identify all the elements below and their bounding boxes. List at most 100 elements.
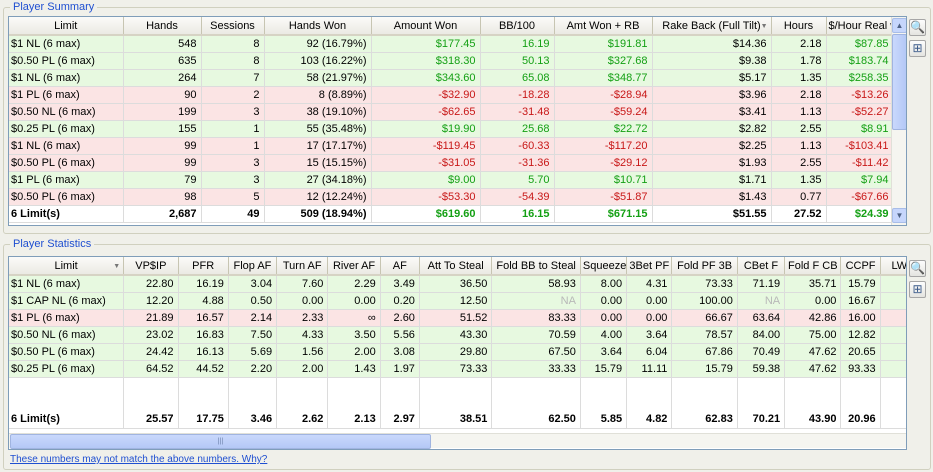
scroll-up-arrow-icon[interactable]: ▲ — [892, 18, 906, 33]
total-cell: 16.15 — [480, 205, 555, 223]
table-row[interactable]: $0.50 NL (6 max) 199 3 38 (19.10%) -$62.65 -3… — [9, 103, 894, 121]
column-header-label: Squeeze PF — [582, 259, 627, 272]
column-header[interactable]: PFR — [178, 257, 229, 276]
stat-cell: 3 — [201, 171, 265, 189]
stat-cell: $177.45 — [371, 35, 481, 53]
limit-cell: $0.50 NL (6 max) — [9, 326, 125, 344]
column-header[interactable]: Att To Steal — [419, 257, 493, 276]
zoom-search-icon[interactable]: 🔍 — [909, 19, 926, 36]
column-header[interactable]: Limit — [9, 17, 124, 36]
total-cell: 3 — [880, 411, 906, 429]
statistics-horizontal-scrollbar[interactable]: ||| — [9, 433, 906, 449]
stat-cell: 58.93 — [491, 275, 581, 293]
stat-cell: 1.35 — [771, 69, 827, 87]
player-statistics-grid[interactable]: Limit ▼ VP$IP PFR Flop AF Turn AF River AF AF At… — [8, 256, 907, 450]
stat-cell: $258.35 — [826, 69, 894, 87]
player-summary-grid[interactable]: Limit Hands Sessions Hands Won Amount Won BB/… — [8, 16, 907, 226]
stat-cell: -$13.26 — [826, 86, 894, 104]
table-row[interactable]: $1 NL (6 max) 22.80 16.19 3.04 7.60 2.29 3.49 3… — [9, 275, 906, 293]
column-header[interactable]: Hands — [123, 17, 202, 36]
column-header[interactable]: Fold PF 3B — [671, 257, 738, 276]
column-header[interactable]: Fold BB to Steal — [491, 257, 581, 276]
scroll-down-arrow-icon[interactable]: ▼ — [892, 208, 906, 223]
column-header[interactable]: CBet F — [737, 257, 786, 276]
stat-cell: 78.57 — [671, 326, 738, 344]
table-row[interactable]: $1 NL (6 max) 99 1 17 (17.17%) -$119.45 -60.3… — [9, 137, 894, 155]
column-header[interactable]: LW — [880, 257, 906, 276]
table-row[interactable]: $0.50 PL (6 max) 24.42 16.13 5.69 1.56 2.00 3.… — [9, 343, 906, 361]
column-header[interactable]: Flop AF — [228, 257, 278, 276]
stat-cell: 8.00 — [580, 275, 628, 293]
table-row[interactable]: $1 NL (6 max) 548 8 92 (16.79%) $177.45 16.19… — [9, 35, 894, 53]
column-header[interactable]: Amt Won + RB — [554, 17, 653, 36]
summary-scroll-thumb[interactable] — [892, 34, 906, 130]
stat-cell: 98 — [123, 188, 202, 206]
column-header-label: Limit — [54, 19, 78, 32]
table-row[interactable]: $0.50 PL (6 max) 635 8 103 (16.22%) $318.30 5… — [9, 52, 894, 70]
table-row[interactable]: $1 CAP NL (6 max) 12.20 4.88 0.50 0.00 0.00 0.… — [9, 292, 906, 310]
column-header[interactable]: Amount Won — [371, 17, 481, 36]
table-row[interactable]: $1 PL (6 max) 21.89 16.57 2.14 2.33 ∞ 2.60 51.5… — [9, 309, 906, 327]
table-row[interactable]: $1 PL (6 max) 79 3 27 (34.18%) $9.00 5.70 $10.… — [9, 171, 894, 189]
expand-grid-icon[interactable]: ⊞ — [909, 281, 926, 298]
player-summary-panel: Player Summary — [3, 1, 931, 234]
stat-cell: 66.67 — [671, 309, 738, 327]
table-row[interactable]: $1 NL (6 max) 264 7 58 (21.97%) $343.60 65.08… — [9, 69, 894, 87]
column-header-label: VP$IP — [135, 259, 167, 272]
stat-cell: 0.20 — [380, 292, 420, 310]
stat-cell: 79 — [123, 171, 202, 189]
stat-cell: 2.18 — [771, 86, 827, 104]
numbers-mismatch-why-link[interactable]: These numbers may not match the above nu… — [10, 454, 268, 465]
table-row[interactable]: $0.50 NL (6 max) 23.02 16.83 7.50 4.33 3.50 5.… — [9, 326, 906, 344]
column-header[interactable]: Limit ▼ — [9, 257, 125, 276]
zoom-search-icon[interactable]: 🔍 — [909, 260, 926, 277]
column-header[interactable]: CCPF — [840, 257, 881, 276]
summary-vertical-scrollbar[interactable]: ▲ ▼ — [891, 17, 906, 225]
stat-cell: $9.00 — [371, 171, 481, 189]
limit-cell: $0.25 PL (6 max) — [9, 120, 124, 138]
table-row[interactable]: $0.50 PL (6 max) 98 5 12 (12.24%) -$53.30 -54… — [9, 188, 894, 206]
stat-cell: -$51.87 — [554, 188, 653, 206]
stat-cell: 42.86 — [784, 309, 842, 327]
total-cell: $671.15 — [554, 205, 653, 223]
column-header[interactable]: $/Hour Real w/RB — [826, 17, 894, 36]
stat-cell: 0.00 — [327, 292, 381, 310]
stat-cell: 12.82 — [840, 326, 881, 344]
limit-cell: $1 NL (6 max) — [9, 69, 124, 87]
column-header[interactable]: River AF — [327, 257, 381, 276]
table-row[interactable]: $0.50 PL (6 max) 99 3 15 (15.15%) -$31.05 -31… — [9, 154, 894, 172]
total-cell: 43.90 — [784, 411, 842, 429]
column-header-label: Flop AF — [233, 259, 272, 272]
column-header[interactable]: Sessions — [201, 17, 265, 36]
column-header[interactable]: 3Bet PF — [626, 257, 673, 276]
stat-cell: 1.13 — [771, 103, 827, 121]
table-row[interactable]: $0.25 PL (6 max) 64.52 44.52 2.20 2.00 1.43 1.… — [9, 360, 906, 378]
stat-cell: NA — [737, 292, 786, 310]
column-header[interactable]: Fold F CB — [784, 257, 842, 276]
stat-cell: 3.08 — [380, 343, 420, 361]
stat-cell: 71.19 — [737, 275, 786, 293]
statistics-scroll-thumb[interactable]: ||| — [10, 434, 431, 449]
stat-cell: 67.86 — [671, 343, 738, 361]
total-cell: 2.62 — [276, 411, 329, 429]
stat-cell: 0.00 — [580, 292, 628, 310]
column-header[interactable]: AF — [380, 257, 420, 276]
stat-cell: -$62.65 — [371, 103, 481, 121]
stat-cell: 635 — [123, 52, 202, 70]
stat-cell: 90 — [123, 86, 202, 104]
column-header[interactable]: Hands Won — [264, 17, 372, 36]
stat-cell: $10.71 — [554, 171, 653, 189]
empty-row — [9, 394, 906, 411]
column-header[interactable]: Squeeze PF — [580, 257, 628, 276]
column-header[interactable]: Rake Back (Full Tilt) ▼ — [652, 17, 772, 36]
column-header[interactable]: BB/100 — [480, 17, 555, 36]
table-row[interactable]: $1 PL (6 max) 90 2 8 (8.89%) -$32.90 -18.28 -$… — [9, 86, 894, 104]
stat-cell: $7.94 — [826, 171, 894, 189]
table-row[interactable]: $0.25 PL (6 max) 155 1 55 (35.48%) $19.90 25.… — [9, 120, 894, 138]
column-header[interactable]: Turn AF — [276, 257, 329, 276]
column-header[interactable]: Hours — [771, 17, 827, 36]
expand-grid-icon[interactable]: ⊞ — [909, 40, 926, 57]
stat-cell: 20.65 — [840, 343, 881, 361]
stat-cell: 0.50 — [228, 292, 278, 310]
column-header[interactable]: VP$IP — [123, 257, 179, 276]
